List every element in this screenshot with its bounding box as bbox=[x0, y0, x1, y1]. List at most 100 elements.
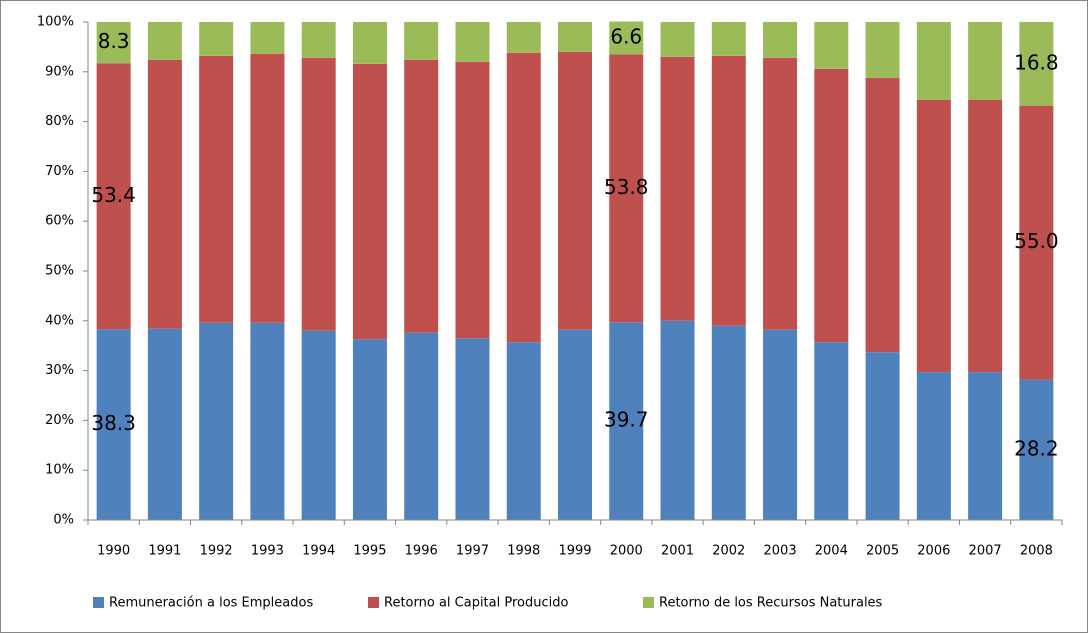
bar-segment bbox=[865, 77, 900, 353]
bar-segment bbox=[506, 22, 541, 53]
x-tick-label: 2005 bbox=[866, 544, 899, 559]
y-tick-label: 50% bbox=[45, 264, 74, 279]
x-tick-label: 1996 bbox=[405, 544, 438, 559]
value-label: 16.8 bbox=[1014, 50, 1059, 74]
bar-segment bbox=[96, 329, 131, 520]
bar-segment bbox=[199, 322, 234, 520]
y-tick-label: 10% bbox=[45, 463, 74, 478]
bar-segment bbox=[763, 22, 798, 58]
value-label: 38.3 bbox=[91, 411, 136, 435]
x-tick-label: 1993 bbox=[251, 544, 284, 559]
bar-segment bbox=[199, 55, 234, 323]
bar-segment bbox=[404, 22, 439, 60]
y-tick-label: 20% bbox=[45, 413, 74, 428]
bar-segment bbox=[660, 320, 695, 520]
bar-segment bbox=[814, 342, 849, 520]
value-label: 55.0 bbox=[1014, 229, 1059, 253]
bar-segment bbox=[301, 57, 336, 331]
bar-segment bbox=[455, 22, 490, 62]
value-label: 39.7 bbox=[604, 408, 649, 432]
x-tick-label: 1994 bbox=[302, 544, 335, 559]
bar-segment bbox=[199, 22, 234, 56]
bar-segment bbox=[1019, 379, 1054, 520]
value-label: 53.4 bbox=[91, 183, 136, 207]
bar-segment bbox=[711, 325, 746, 520]
bar-segment bbox=[558, 329, 592, 520]
bar-segment bbox=[916, 99, 951, 373]
y-tick-label: 80% bbox=[45, 114, 74, 129]
value-label: 8.3 bbox=[98, 29, 130, 53]
bar-segment bbox=[455, 61, 490, 339]
x-tick-label: 2003 bbox=[764, 544, 797, 559]
y-tick-label: 0% bbox=[53, 513, 74, 528]
bar-segment bbox=[352, 339, 387, 520]
bar-segment bbox=[147, 59, 182, 329]
bar-segment bbox=[1019, 105, 1054, 380]
legend-swatch bbox=[368, 597, 379, 608]
bar-segment bbox=[968, 22, 1003, 100]
x-tick-label: 2004 bbox=[815, 544, 848, 559]
bar-segment bbox=[404, 332, 439, 520]
bar-segment bbox=[916, 372, 951, 520]
y-tick-label: 30% bbox=[45, 363, 74, 378]
bar-segment bbox=[763, 57, 798, 330]
bar-segment bbox=[711, 22, 746, 56]
x-tick-label: 1998 bbox=[507, 544, 540, 559]
value-label: 53.8 bbox=[604, 175, 649, 199]
x-tick-label: 1995 bbox=[353, 544, 386, 559]
bar-segment bbox=[404, 59, 439, 333]
x-tick-label: 1999 bbox=[558, 544, 591, 559]
bar-segment bbox=[609, 21, 644, 55]
bar-segment bbox=[147, 22, 182, 60]
bar-segment bbox=[1019, 22, 1054, 106]
x-tick-label: 1991 bbox=[148, 544, 181, 559]
value-label: 6.6 bbox=[610, 24, 642, 48]
x-tick-label: 2001 bbox=[661, 544, 694, 559]
x-tick-label: 2002 bbox=[712, 544, 745, 559]
bar-segment bbox=[147, 328, 182, 520]
bar-segment bbox=[455, 338, 490, 520]
x-tick-label: 2008 bbox=[1020, 544, 1053, 559]
value-label: 28.2 bbox=[1014, 436, 1059, 460]
bar-segment bbox=[968, 99, 1003, 373]
bar-segment bbox=[558, 22, 592, 52]
bar-segment bbox=[250, 22, 285, 54]
bar-segment bbox=[609, 54, 644, 323]
bar-segment bbox=[506, 342, 541, 520]
bar-segment bbox=[250, 53, 285, 323]
bar-segment bbox=[250, 322, 285, 520]
legend-label: Remuneración a los Empleados bbox=[109, 596, 313, 611]
bar-segment bbox=[814, 22, 849, 69]
legend-label: Retorno de los Recursos Naturales bbox=[659, 596, 883, 611]
bar-segment bbox=[660, 56, 695, 321]
bar-segment bbox=[865, 22, 900, 78]
legend-swatch bbox=[93, 597, 104, 608]
y-tick-label: 90% bbox=[45, 64, 74, 79]
bar-segment bbox=[865, 352, 900, 520]
bar-segment bbox=[96, 63, 131, 330]
bar-segment bbox=[558, 51, 592, 330]
x-tick-label: 1990 bbox=[97, 544, 130, 559]
y-tick-label: 40% bbox=[45, 313, 74, 328]
bar-segment bbox=[763, 329, 798, 520]
bar-segment bbox=[96, 22, 131, 64]
bar-segment bbox=[301, 330, 336, 520]
x-tick-label: 1992 bbox=[200, 544, 233, 559]
bar-segment bbox=[814, 68, 849, 343]
x-tick-label: 2000 bbox=[610, 544, 643, 559]
bar-segment bbox=[916, 22, 951, 100]
y-tick-label: 60% bbox=[45, 214, 74, 229]
y-tick-label: 100% bbox=[37, 15, 74, 30]
bar-segment bbox=[660, 22, 695, 57]
legend-swatch bbox=[643, 597, 654, 608]
bar-segment bbox=[609, 322, 644, 520]
bar-segment bbox=[711, 55, 746, 326]
y-tick-label: 70% bbox=[45, 164, 74, 179]
legend-label: Retorno al Capital Producido bbox=[384, 596, 568, 611]
x-tick-label: 2006 bbox=[917, 544, 950, 559]
x-tick-label: 2007 bbox=[969, 544, 1002, 559]
bar-segment bbox=[301, 22, 336, 58]
bar-segment bbox=[352, 63, 387, 340]
bar-segment bbox=[506, 52, 541, 343]
